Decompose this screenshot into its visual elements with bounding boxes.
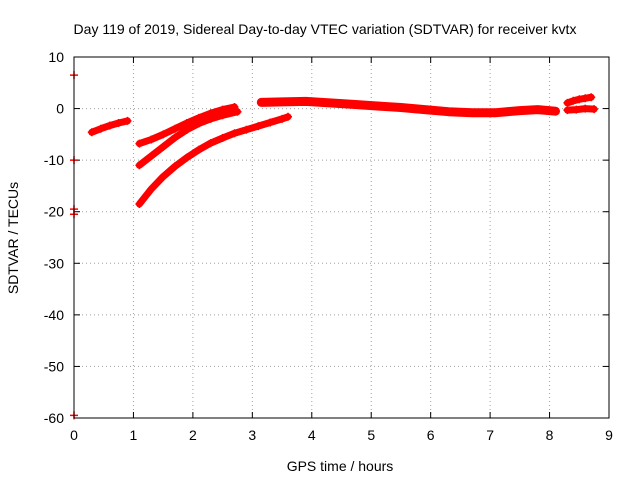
data-point: [206, 139, 215, 148]
y-tick-label: -60: [44, 410, 64, 426]
data-point: [266, 118, 275, 127]
series-8: [563, 104, 599, 115]
data-point: [242, 125, 251, 134]
data-point: [171, 124, 180, 133]
data-point: [194, 119, 203, 128]
x-tick-label: 6: [427, 427, 435, 443]
data-point: [278, 114, 287, 123]
chart-title: Day 119 of 2019, Sidereal Day-to-day VTE…: [74, 21, 577, 37]
data-point: [135, 161, 144, 170]
data-point: [182, 119, 191, 127]
series-band: [563, 105, 598, 114]
data-point: [147, 135, 156, 144]
x-tick-label: 2: [189, 427, 197, 443]
series-6: [256, 96, 560, 118]
data-point: [230, 129, 239, 138]
data-point: [159, 130, 168, 139]
y-tick-label: 0: [56, 101, 64, 117]
series-4: [135, 107, 242, 170]
data-point: [171, 162, 180, 171]
data-point: [87, 128, 96, 137]
tick-labels: 0 1 2 3 4 5 6 7 8 9 10 0 -10 -20 -30 -40 -50 -60: [44, 49, 613, 443]
y-tick-label: -40: [44, 307, 64, 323]
y-tick-label: -50: [44, 358, 64, 374]
data-point: [563, 98, 572, 107]
x-tick-label: 3: [248, 427, 256, 443]
x-tick-label: 8: [546, 427, 554, 443]
y-tick-label: -30: [44, 255, 64, 271]
plot-border: [73, 56, 610, 419]
x-axis-label: GPS time / hours: [287, 458, 394, 474]
data-point: [194, 145, 203, 154]
data-point: [147, 152, 156, 160]
data-point: [159, 172, 168, 181]
data-point: [587, 93, 596, 102]
data-point: [284, 112, 292, 121]
data-point: [590, 105, 599, 114]
series-5: [135, 112, 292, 208]
x-tick-label: 4: [308, 427, 316, 443]
series-3: [135, 103, 239, 148]
data-point: [218, 111, 227, 120]
data-point: [182, 125, 191, 134]
data-point: [105, 121, 114, 130]
data-point: [301, 97, 310, 106]
y-tick-label: -10: [44, 152, 64, 168]
data-point: [147, 185, 156, 193]
data-point: [468, 108, 477, 117]
x-tick-label: 5: [367, 427, 375, 443]
data-point: [182, 153, 191, 162]
data-point: [533, 105, 542, 114]
data-point: [171, 133, 180, 142]
axis-ticks: [73, 56, 610, 419]
data-point: [233, 107, 242, 116]
data-point: [278, 97, 287, 106]
data-point: [254, 122, 263, 131]
data-point: [159, 142, 168, 151]
y-tick-label: -20: [44, 204, 64, 220]
y-tick-label: 10: [48, 49, 64, 65]
data-point: [135, 200, 144, 208]
data-point: [420, 105, 429, 114]
y-axis-label: SDTVAR / TECUs: [5, 182, 21, 294]
x-tick-label: 9: [605, 427, 613, 443]
series-2: [87, 116, 132, 137]
x-tick-label: 7: [486, 427, 494, 443]
data-point: [135, 139, 144, 148]
x-tick-label: 1: [130, 427, 138, 443]
data-point: [123, 116, 132, 125]
data-point: [569, 96, 578, 105]
data-point: [581, 94, 590, 103]
data-point: [373, 102, 382, 110]
data-point: [492, 108, 501, 117]
data-series: [70, 71, 599, 420]
data-point: [396, 103, 405, 112]
data-point: [575, 95, 584, 104]
data-point: [257, 98, 266, 107]
data-point: [563, 106, 572, 115]
data-point: [218, 134, 227, 142]
data-point: [96, 124, 105, 133]
x-tick-label: 0: [70, 427, 78, 443]
data-point: [325, 98, 334, 107]
data-point: [572, 105, 581, 114]
data-point: [206, 114, 215, 123]
data-point: [114, 119, 123, 127]
data-point: [551, 107, 560, 116]
data-point: [515, 106, 524, 115]
data-point: [349, 100, 358, 109]
data-point: [444, 107, 453, 116]
data-point: [581, 104, 590, 113]
series-7: [563, 93, 596, 107]
